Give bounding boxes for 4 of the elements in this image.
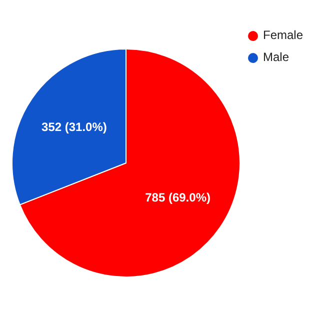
data-label: 785 (69.0%) [145, 190, 210, 204]
data-label: 352 (31.0%) [42, 120, 107, 134]
legend-label: Female [263, 28, 304, 42]
legend-label: Male [263, 50, 290, 64]
